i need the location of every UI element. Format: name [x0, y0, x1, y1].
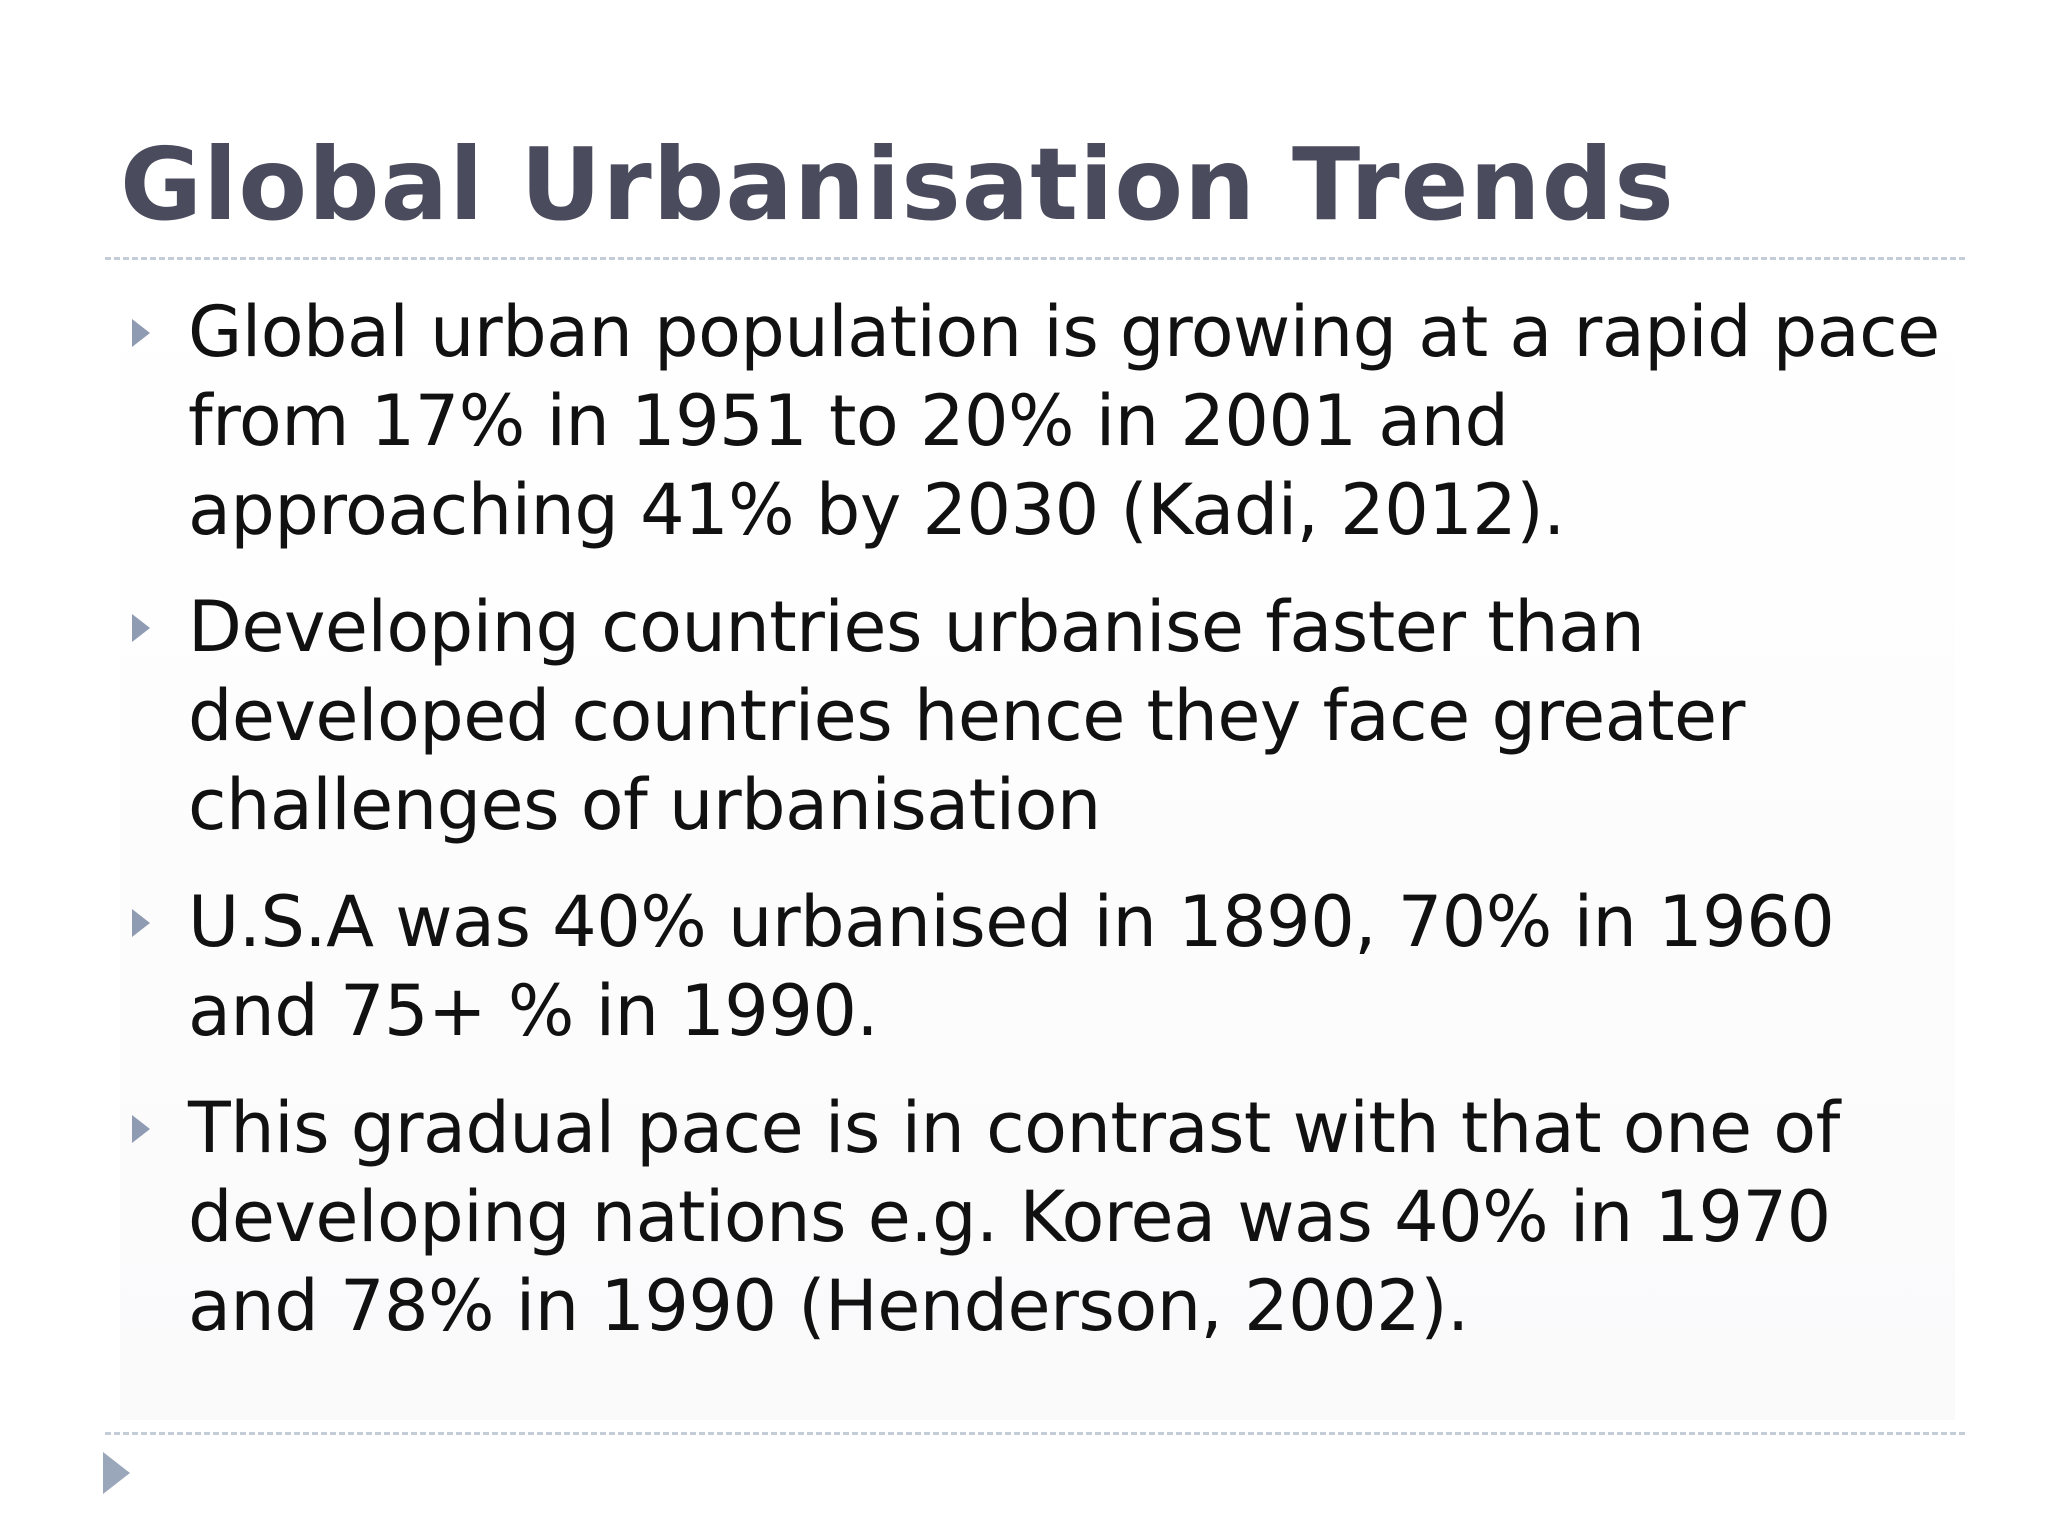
bullet-item: Global urban population is growing at a …	[120, 288, 1955, 555]
bullet-text: U.S.A was 40% urbanised in 1890, 70% in …	[188, 881, 1835, 1052]
bullet-item: This gradual pace is in contrast with th…	[120, 1084, 1955, 1351]
bullet-text: Global urban population is growing at a …	[188, 291, 1940, 551]
slide-title: Global Urbanisation Trends	[120, 126, 1675, 243]
triangle-bullet-icon	[132, 319, 150, 347]
footer-divider	[105, 1432, 1965, 1435]
content-area: Global urban population is growing at a …	[120, 270, 1955, 1420]
bullet-text: This gradual pace is in contrast with th…	[188, 1087, 1840, 1347]
bullet-item: U.S.A was 40% urbanised in 1890, 70% in …	[120, 878, 1955, 1056]
bullet-text: Developing countries urbanise faster tha…	[188, 586, 1745, 846]
triangle-bullet-icon	[132, 909, 150, 937]
bullet-item: Developing countries urbanise faster tha…	[120, 583, 1955, 850]
triangle-bullet-icon	[132, 1115, 150, 1143]
triangle-arrow-icon	[103, 1452, 130, 1494]
bullet-list: Global urban population is growing at a …	[120, 288, 1955, 1379]
triangle-bullet-icon	[132, 614, 150, 642]
title-divider	[105, 257, 1965, 260]
